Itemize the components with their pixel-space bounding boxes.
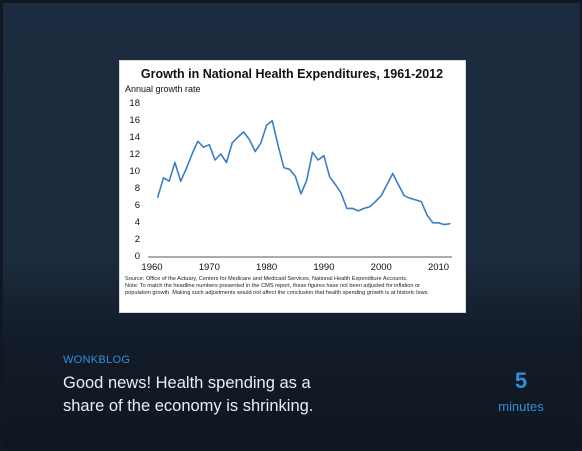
data-point <box>398 184 399 185</box>
chart-note-line-2: Note: To match the headline numbers pres… <box>125 283 420 289</box>
data-point <box>272 120 273 121</box>
data-point <box>404 195 405 196</box>
data-point <box>300 193 301 194</box>
data-point <box>415 199 416 200</box>
data-point <box>335 184 336 185</box>
data-point <box>323 155 324 156</box>
data-point <box>192 153 193 154</box>
data-point <box>260 142 261 143</box>
data-point <box>409 198 410 199</box>
story-card[interactable]: Growth in National Health Expenditures, … <box>3 3 580 449</box>
data-point <box>157 197 158 198</box>
data-point <box>306 180 307 181</box>
data-point <box>255 151 256 152</box>
data-point <box>163 177 164 178</box>
data-points <box>157 120 450 225</box>
y-tick-label: 18 <box>129 98 140 109</box>
data-point <box>237 136 238 137</box>
x-tick-label: 1960 <box>141 262 162 273</box>
chart-source-note: Source: Office of the Actuary, Centers f… <box>125 276 408 282</box>
data-point <box>369 206 370 207</box>
data-point <box>432 222 433 223</box>
data-point <box>352 208 353 209</box>
y-tick-label: 10 <box>129 166 140 177</box>
data-point <box>289 169 290 170</box>
y-tick-label: 2 <box>135 234 140 245</box>
data-point <box>392 173 393 174</box>
data-point <box>174 162 175 163</box>
data-point <box>169 181 170 182</box>
x-tick-label: 1990 <box>313 262 334 273</box>
y-tick-label: 16 <box>129 115 140 126</box>
data-point <box>381 195 382 196</box>
data-point <box>421 201 422 202</box>
x-tick-label: 1980 <box>256 262 277 273</box>
data-point <box>312 152 313 153</box>
data-point <box>203 147 204 148</box>
data-point <box>226 162 227 163</box>
read-time-value: 5 <box>491 368 551 394</box>
data-point <box>266 125 267 126</box>
y-tick-label: 8 <box>135 183 140 194</box>
y-tick-label: 14 <box>129 132 140 143</box>
data-point <box>180 181 181 182</box>
data-point <box>426 215 427 216</box>
data-point <box>249 139 250 140</box>
data-point <box>283 167 284 168</box>
data-point <box>209 144 210 145</box>
data-point <box>232 142 233 143</box>
data-point <box>197 141 198 142</box>
chart-note-line-3: population growth. Making such adjustmen… <box>125 290 429 296</box>
y-tick-label: 0 <box>135 251 140 262</box>
chart-title: Growth in National Health Expenditures, … <box>141 67 443 81</box>
data-point <box>444 224 445 225</box>
data-point <box>214 159 215 160</box>
y-tick-label: 4 <box>135 217 140 228</box>
data-point <box>295 176 296 177</box>
data-point <box>243 131 244 132</box>
read-time-unit: minutes <box>481 399 561 414</box>
y-axis-label: Annual growth rate <box>125 84 201 94</box>
data-point <box>449 223 450 224</box>
data-point <box>277 145 278 146</box>
story-headline[interactable]: Good news! Health spending as a share of… <box>63 372 343 418</box>
x-tick-label: 1970 <box>199 262 220 273</box>
data-point <box>358 210 359 211</box>
x-tick-label: 2000 <box>371 262 392 273</box>
y-tick-label: 12 <box>129 149 140 160</box>
growth-rate-line <box>158 121 450 225</box>
section-kicker[interactable]: WONKBLOG <box>63 354 130 366</box>
data-point <box>375 201 376 202</box>
data-point <box>346 208 347 209</box>
health-expenditure-chart: Growth in National Health Expenditures, … <box>120 61 465 312</box>
y-tick-label: 6 <box>135 200 140 211</box>
data-point <box>363 208 364 209</box>
data-point <box>186 168 187 169</box>
data-point <box>220 153 221 154</box>
chart-panel: Growth in National Health Expenditures, … <box>120 61 465 312</box>
data-point <box>341 193 342 194</box>
data-point <box>329 176 330 177</box>
data-point <box>438 222 439 223</box>
x-tick-label: 2010 <box>428 262 449 273</box>
data-point <box>318 159 319 160</box>
x-tick-labels: 1960 1970 1980 1990 2000 2010 <box>141 262 449 273</box>
y-tick-labels: 0 2 4 6 8 10 12 14 16 18 <box>129 98 140 262</box>
data-point <box>386 184 387 185</box>
